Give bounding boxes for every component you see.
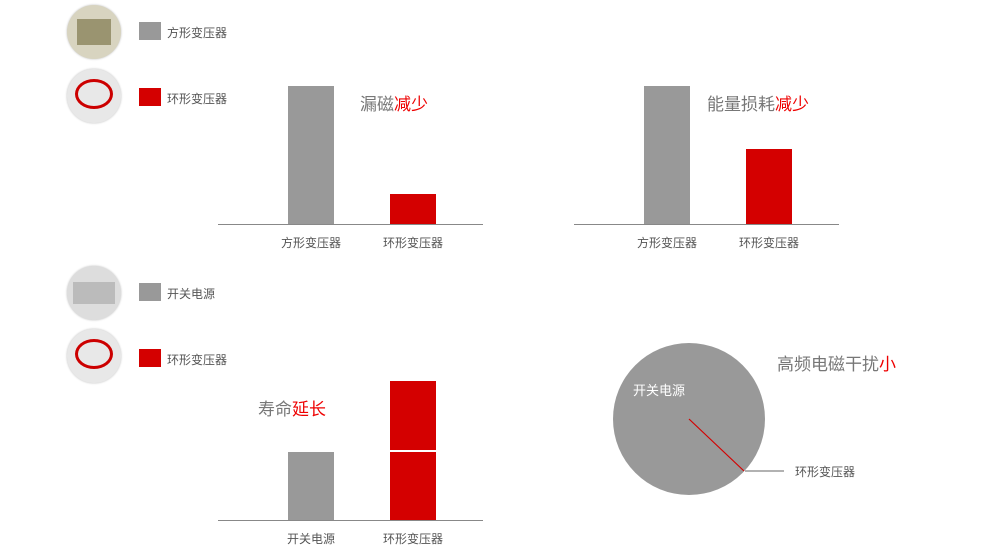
legend-label: 环形变压器	[167, 353, 228, 367]
chart-title: 高频电磁干扰小	[777, 355, 896, 375]
x-axis	[218, 224, 483, 225]
legend-swatch	[139, 283, 161, 301]
x-tick-label: 环形变压器	[382, 236, 443, 250]
chart-title: 寿命延长	[258, 400, 326, 420]
bar-toroidal-transformer	[746, 149, 792, 224]
pie-label-outside: 环形变压器	[795, 465, 856, 479]
bar-toroidal-transformer	[390, 193, 436, 224]
pie-slice-toroidal-transformer	[688, 418, 745, 472]
bar-square-transformer	[288, 86, 334, 224]
x-axis	[218, 520, 483, 521]
pie-label-inside: 开关电源	[633, 384, 686, 399]
x-tick-label: 环形变压器	[382, 532, 443, 546]
x-axis	[574, 224, 839, 225]
switching-power-supply-photo	[67, 266, 121, 320]
x-tick-label: 开关电源	[286, 532, 335, 546]
legend-label: 方形变压器	[167, 26, 228, 40]
legend-swatch	[139, 88, 161, 106]
toroidal-transformer-photo	[67, 69, 121, 123]
square-transformer-photo	[67, 5, 121, 59]
bar-switching-power-supply	[288, 452, 334, 520]
x-tick-label: 方形变压器	[636, 236, 697, 250]
x-tick-label: 方形变压器	[280, 236, 341, 250]
pie-chart	[613, 343, 784, 495]
legend-swatch	[139, 22, 161, 40]
bar-square-transformer	[644, 86, 690, 224]
legend-label: 开关电源	[167, 287, 216, 301]
chart-title: 漏磁减少	[360, 95, 428, 115]
legend-swatch	[139, 349, 161, 367]
legend-label: 环形变压器	[167, 92, 228, 106]
chart-title: 能量损耗减少	[707, 95, 809, 115]
bar-divider	[390, 450, 436, 452]
toroidal-transformer-photo	[67, 329, 121, 383]
x-tick-label: 环形变压器	[738, 236, 799, 250]
